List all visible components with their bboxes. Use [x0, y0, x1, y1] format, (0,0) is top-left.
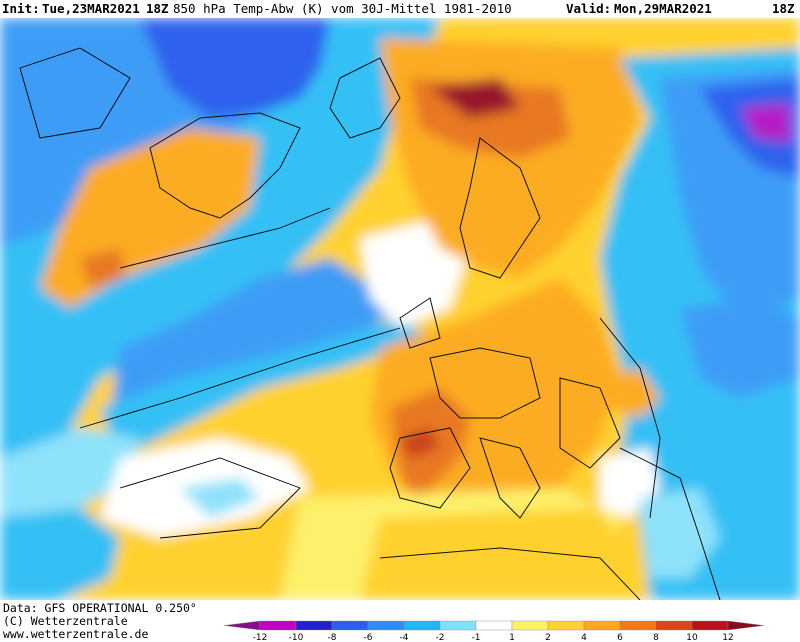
legend-tick-label: -2 [436, 633, 445, 642]
data-source-label: Data: GFS OPERATIONAL 0.250° [3, 601, 197, 615]
legend-tick-label: -8 [328, 633, 337, 642]
valid-date: Mon,29MAR2021 [614, 1, 712, 16]
legend-tick-label: 2 [545, 633, 551, 642]
init-hour: 18Z [146, 1, 169, 16]
legend-box [475, 620, 513, 631]
valid-hour: 18Z [772, 1, 795, 16]
legend-tick-label: 1 [509, 633, 515, 642]
legend-box [583, 620, 621, 631]
init-label: Init: [2, 1, 40, 16]
legend-tick-label: -12 [253, 633, 268, 642]
coastlines [149, 57, 721, 600]
temperature-anomaly-map [0, 18, 800, 600]
legend-tick-label: 10 [686, 633, 698, 642]
legend-tick-labels: -12 -10 -8 -6 -4 -2 -1 1 2 4 6 8 10 12 [253, 633, 734, 642]
legend-tick-label: 4 [581, 633, 587, 642]
website-link[interactable]: www.wetterzentrale.de [3, 627, 149, 641]
legend-box [295, 620, 333, 631]
legend-color-boxes [223, 620, 765, 631]
legend-box [259, 620, 297, 631]
map-header: Init: Tue,23MAR2021 18Z 850 hPa Temp-Abw… [0, 0, 800, 18]
legend-tick-label: 8 [653, 633, 659, 642]
color-legend: -12 -10 -8 -6 -4 -2 -1 1 2 4 6 8 10 12 [223, 620, 765, 642]
init-date: Tue,23MAR2021 [42, 1, 140, 16]
legend-tick-label: 12 [722, 633, 733, 642]
legend-box [691, 620, 729, 631]
map-title: 850 hPa Temp-Abw (K) vom 30J-Mittel 1981… [173, 1, 512, 16]
credits: Data: GFS OPERATIONAL 0.250° (C) Wetterz… [3, 602, 197, 641]
legend-tick-label: -4 [400, 633, 409, 642]
legend-box [727, 620, 765, 631]
legend-box [331, 620, 369, 631]
legend-tick-label: -10 [289, 633, 304, 642]
valid-label: Valid: [566, 1, 612, 16]
legend-box [511, 620, 549, 631]
legend-tick-label: 6 [617, 633, 623, 642]
map-footer: Data: GFS OPERATIONAL 0.250° (C) Wetterz… [0, 600, 800, 642]
zero-contours [19, 47, 661, 539]
copyright-label: (C) Wetterzentrale [3, 614, 128, 628]
legend-tick-label: -1 [472, 633, 481, 642]
legend-box [655, 620, 693, 631]
legend-box [367, 620, 405, 631]
legend-box [439, 620, 477, 631]
legend-box [403, 620, 441, 631]
legend-box [547, 620, 585, 631]
legend-box [619, 620, 657, 631]
legend-tick-label: -6 [364, 633, 373, 642]
anomaly-field [0, 18, 800, 600]
legend-box [223, 620, 261, 631]
